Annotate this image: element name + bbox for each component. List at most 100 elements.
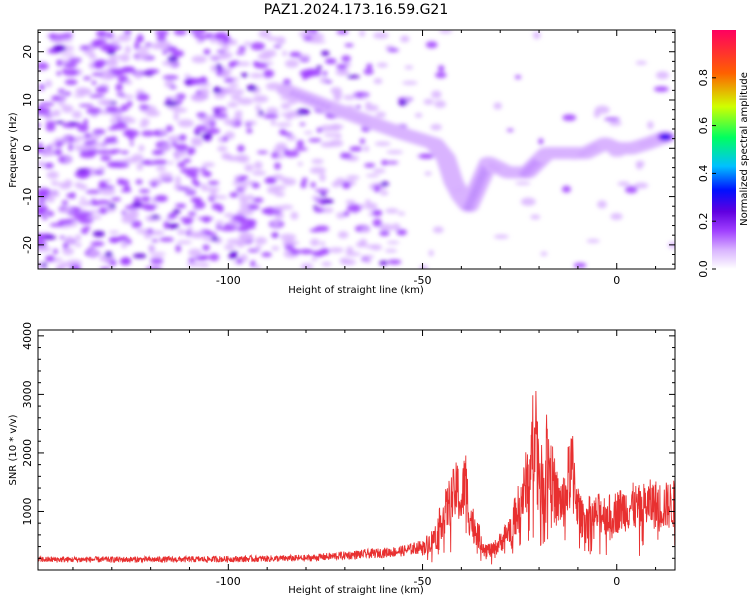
heatmap-cell bbox=[210, 190, 217, 198]
heatmap-cell bbox=[124, 80, 133, 85]
heatmap-cell bbox=[109, 118, 117, 124]
heatmap-cell bbox=[49, 223, 64, 227]
heatmap-cell bbox=[360, 227, 371, 233]
heatmap-cell bbox=[172, 49, 185, 58]
heatmap-cell bbox=[299, 122, 306, 126]
heatmap-cell bbox=[303, 131, 313, 135]
heatmap-cell bbox=[205, 127, 221, 135]
heatmap-cell bbox=[271, 152, 279, 159]
heatmap-cell bbox=[282, 50, 288, 57]
heatmap-cell bbox=[381, 159, 388, 166]
heatmap-cell bbox=[387, 48, 399, 53]
heatmap-cell bbox=[164, 100, 178, 107]
heatmap-cell bbox=[279, 177, 290, 182]
heatmap-cell bbox=[177, 119, 194, 128]
heatmap-cell bbox=[38, 208, 45, 216]
heatmap-cell bbox=[562, 114, 577, 122]
heatmap-cell bbox=[379, 190, 389, 196]
heatmap-cell bbox=[252, 61, 260, 67]
heatmap-cell bbox=[105, 106, 119, 113]
heatmap-cell bbox=[72, 145, 89, 149]
heatmap-cell bbox=[359, 138, 366, 145]
heatmap-cell bbox=[48, 191, 60, 198]
heatmap-cell bbox=[64, 236, 75, 244]
heatmap-cell bbox=[316, 65, 322, 70]
heatmap-cell bbox=[136, 93, 150, 102]
heatmap-cell bbox=[261, 252, 272, 257]
y-tick-label: 4000 bbox=[21, 322, 34, 350]
heatmap-cell bbox=[177, 229, 187, 235]
heatmap-cell bbox=[514, 75, 522, 80]
heatmap-cell bbox=[274, 205, 281, 211]
heatmap-cell bbox=[294, 147, 308, 151]
spectrogram-ticks: -100 -50 0 20 10 0 -10 -20 bbox=[21, 30, 675, 287]
heatmap-cell bbox=[106, 161, 121, 168]
heatmap-cell bbox=[328, 247, 344, 253]
heatmap-cell bbox=[200, 167, 207, 173]
heatmap-cell bbox=[355, 105, 361, 109]
heatmap-cell bbox=[57, 88, 66, 94]
heatmap-cell bbox=[175, 244, 182, 253]
heatmap-cell bbox=[63, 243, 68, 249]
heatmap-cell bbox=[324, 80, 333, 84]
heatmap-cell bbox=[238, 207, 254, 216]
heatmap-cell bbox=[100, 43, 117, 53]
heatmap-cell bbox=[162, 75, 179, 80]
heatmap-cell bbox=[52, 248, 58, 255]
heatmap-cell bbox=[608, 120, 622, 126]
heatmap-cell bbox=[141, 130, 155, 137]
heatmap-cell bbox=[186, 262, 203, 267]
heatmap-cell bbox=[38, 102, 55, 107]
heatmap-cell bbox=[274, 212, 285, 220]
heatmap-cell bbox=[324, 58, 337, 65]
heatmap-cell bbox=[60, 33, 73, 39]
heatmap-cell bbox=[373, 168, 386, 174]
heatmap-cell bbox=[141, 159, 154, 165]
heatmap-cell bbox=[289, 248, 301, 255]
heatmap-cell bbox=[38, 142, 43, 150]
heatmap-cell bbox=[190, 231, 206, 239]
heatmap-cell bbox=[97, 166, 106, 172]
heatmap-cell bbox=[207, 180, 220, 186]
heatmap-cell bbox=[84, 226, 91, 230]
heatmap-cell bbox=[254, 245, 262, 250]
heatmap-cell bbox=[365, 101, 372, 109]
heatmap-cell bbox=[359, 238, 368, 247]
heatmap-cell bbox=[271, 220, 280, 227]
heatmap-cell bbox=[346, 74, 360, 79]
heatmap-cell bbox=[75, 234, 81, 242]
heatmap-cell bbox=[98, 206, 108, 215]
heatmap-cell bbox=[208, 232, 214, 236]
heatmap-cell bbox=[349, 146, 363, 152]
heatmap-cell bbox=[132, 253, 147, 259]
heatmap-cell bbox=[270, 119, 276, 126]
y-tick-label: 0 bbox=[21, 145, 34, 152]
heatmap-cell bbox=[159, 237, 174, 242]
heatmap-cell bbox=[45, 123, 56, 132]
heatmap-cell bbox=[255, 104, 261, 112]
heatmap-cell bbox=[216, 63, 222, 71]
heatmap-cell bbox=[82, 76, 92, 81]
heatmap-cell bbox=[201, 133, 213, 140]
colorbar-label: Normalized spectral amplitude bbox=[739, 72, 750, 226]
heatmap-cell bbox=[374, 141, 391, 146]
heatmap-cell bbox=[93, 62, 104, 69]
heatmap-cell bbox=[151, 204, 157, 209]
heatmap-cell bbox=[376, 62, 388, 68]
heatmap-cell bbox=[308, 138, 322, 143]
heatmap-cell bbox=[191, 138, 203, 147]
heatmap-cell bbox=[214, 109, 220, 114]
heatmap-cell bbox=[38, 107, 51, 115]
heatmap-cell bbox=[296, 139, 304, 148]
heatmap-cell bbox=[212, 106, 228, 112]
heatmap-cell bbox=[175, 175, 181, 184]
heatmap-cell bbox=[273, 44, 282, 49]
heatmap-cell bbox=[43, 235, 57, 240]
heatmap-cell bbox=[247, 248, 260, 253]
x-tick-label: -50 bbox=[414, 575, 432, 588]
heatmap-cell bbox=[251, 170, 267, 176]
heatmap-cell bbox=[319, 192, 327, 197]
heatmap-cell bbox=[195, 125, 207, 132]
heatmap-cell bbox=[256, 150, 269, 155]
heatmap-cell bbox=[386, 150, 404, 155]
